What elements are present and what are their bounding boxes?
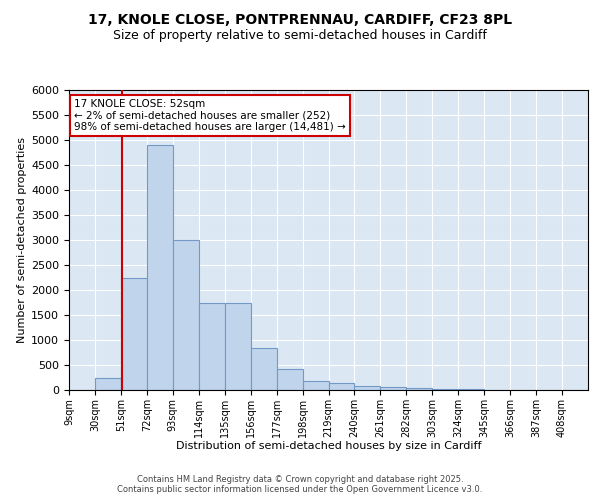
Bar: [302, 381, 329, 390]
Y-axis label: Number of semi-detached properties: Number of semi-detached properties: [17, 137, 27, 343]
Text: Size of property relative to semi-detached houses in Cardiff: Size of property relative to semi-detach…: [113, 29, 487, 42]
X-axis label: Distribution of semi-detached houses by size in Cardiff: Distribution of semi-detached houses by …: [176, 441, 481, 451]
Bar: [329, 382, 355, 390]
Text: Contains HM Land Registry data © Crown copyright and database right 2025.
Contai: Contains HM Land Registry data © Crown c…: [118, 474, 482, 494]
Bar: [251, 348, 277, 390]
Bar: [121, 278, 147, 390]
Bar: [277, 369, 302, 390]
Text: 17, KNOLE CLOSE, PONTPRENNAU, CARDIFF, CF23 8PL: 17, KNOLE CLOSE, PONTPRENNAU, CARDIFF, C…: [88, 12, 512, 26]
Bar: [380, 387, 406, 390]
Bar: [355, 386, 380, 390]
Bar: [199, 302, 224, 390]
Text: 17 KNOLE CLOSE: 52sqm
← 2% of semi-detached houses are smaller (252)
98% of semi: 17 KNOLE CLOSE: 52sqm ← 2% of semi-detac…: [74, 99, 346, 132]
Bar: [225, 302, 251, 390]
Bar: [406, 388, 432, 390]
Bar: [173, 240, 199, 390]
Bar: [147, 145, 173, 390]
Bar: [432, 389, 458, 390]
Bar: [458, 389, 484, 390]
Bar: [95, 378, 121, 390]
